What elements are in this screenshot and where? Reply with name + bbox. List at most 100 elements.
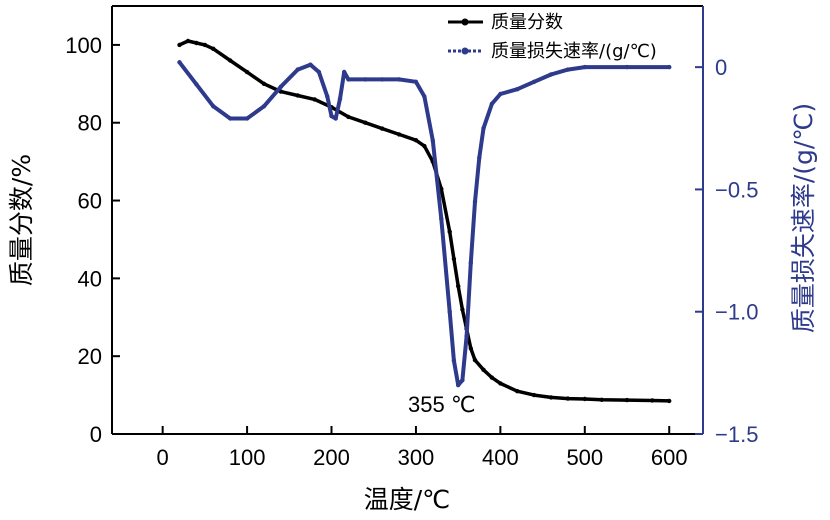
legend: 质量分数 质量损失速率/(g/℃) <box>448 12 657 62</box>
mass-loss-rate-point <box>548 72 554 77</box>
legend-rate-marker <box>461 47 469 55</box>
axes-frame <box>111 5 704 435</box>
mass-loss-rate-point <box>439 216 444 221</box>
right-axis-ticks: −1.5 −1.0 −0.5 0 <box>695 55 758 447</box>
mass-loss-rate-point <box>565 67 571 72</box>
mass-fraction-point <box>582 396 587 402</box>
mass-loss-rate-point <box>244 116 250 121</box>
mass-fraction-point <box>194 40 199 46</box>
mass-loss-rate-point <box>278 84 284 89</box>
legend-mass-label: 质量分数 <box>491 12 563 33</box>
mass-fraction-point <box>548 395 554 400</box>
y-right-tick-label: −1.5 <box>715 422 758 447</box>
y-right-tick-label: −1.0 <box>715 300 758 325</box>
mass-fraction-point <box>456 283 461 289</box>
right-axis-title: 质量损失速率/(g/℃) <box>789 103 818 333</box>
mass-fraction-point <box>202 42 208 48</box>
left-axis-ticks: 0 20 40 60 80 100 <box>65 33 120 447</box>
mass-fraction-point <box>624 397 630 403</box>
left-axis-title: 质量分数/% <box>7 154 36 286</box>
x-tick-label: 0 <box>157 445 169 470</box>
mass-loss-rate-point <box>261 104 267 109</box>
series-layer <box>177 38 672 404</box>
mass-loss-rate-point <box>582 64 587 70</box>
mass-fraction-point <box>460 307 465 312</box>
mass-loss-rate-point <box>481 126 486 131</box>
x-axis-title: 温度/℃ <box>364 485 451 514</box>
mass-loss-rate-point <box>531 79 537 85</box>
y-left-tick-label: 60 <box>78 189 102 214</box>
x-tick-label: 500 <box>566 445 603 470</box>
mass-loss-rate-point <box>413 79 419 85</box>
mass-fraction-point <box>244 69 250 75</box>
mass-loss-rate-point <box>472 199 478 204</box>
mass-fraction-point <box>363 120 368 125</box>
mass-loss-rate-point <box>456 382 461 388</box>
mass-loss-rate-point <box>447 309 452 314</box>
mass-fraction-point <box>211 46 216 51</box>
mass-loss-rate-point <box>228 116 233 121</box>
mass-fraction-point <box>380 126 385 131</box>
legend-mass-marker <box>461 18 469 26</box>
mass-loss-rate-point <box>325 94 330 99</box>
mass-fraction-point <box>565 396 571 401</box>
mass-loss-rate-point <box>177 60 182 65</box>
y-left-tick-label: 100 <box>65 33 102 58</box>
mass-fraction-point <box>650 398 655 403</box>
x-tick-label: 300 <box>398 445 435 470</box>
mass-loss-rate-point <box>396 77 402 82</box>
mass-loss-rate-point <box>316 69 322 75</box>
mass-fraction-point <box>439 186 444 192</box>
mass-loss-rate-point <box>667 64 672 70</box>
mass-fraction-point <box>295 93 300 98</box>
mass-fraction-point <box>422 143 427 149</box>
mass-loss-rate-point <box>468 260 473 265</box>
x-tick-label: 100 <box>229 445 266 470</box>
mass-fraction-point <box>346 114 351 120</box>
y-left-tick-label: 80 <box>78 111 102 136</box>
x-tick-label: 200 <box>313 445 350 470</box>
mass-loss-rate-point <box>342 69 347 75</box>
mass-fraction-point <box>447 229 452 234</box>
x-tick-label: 400 <box>482 445 519 470</box>
mass-fraction-point <box>498 381 503 386</box>
mass-loss-rate-series-line <box>177 60 672 388</box>
mass-fraction-point <box>489 375 495 380</box>
mass-loss-rate-point <box>333 116 338 121</box>
mass-loss-rate-point <box>624 64 630 70</box>
legend-rate-label: 质量损失速率/(g/℃) <box>491 41 657 62</box>
mass-loss-rate-point <box>489 101 495 107</box>
mass-loss-rate-point <box>211 104 216 109</box>
y-right-tick-label: 0 <box>715 55 727 80</box>
mass-loss-rate-point <box>498 91 503 97</box>
annotation-peak-label: 355 ℃ <box>408 392 476 417</box>
mass-fraction-point <box>177 42 182 48</box>
mass-fraction-point <box>396 132 402 137</box>
mass-fraction-point <box>531 392 537 398</box>
y-left-tick-label: 20 <box>78 344 102 369</box>
x-axis-ticks: 0 100 200 300 400 500 600 <box>157 426 688 470</box>
mass-loss-rate-point <box>460 378 465 383</box>
y-left-tick-label: 40 <box>78 266 102 291</box>
y-left-tick-label: 0 <box>90 422 102 447</box>
y-right-tick-label: −0.5 <box>715 177 758 202</box>
mass-loss-rate-point <box>477 155 482 160</box>
mass-fraction-point <box>599 397 604 402</box>
mass-loss-rate-point <box>308 62 313 67</box>
x-tick-label: 600 <box>651 445 688 470</box>
mass-fraction-point <box>413 138 419 143</box>
mass-loss-rate-point <box>451 358 457 363</box>
mass-loss-rate-point <box>515 87 520 92</box>
mass-fraction-point <box>472 357 478 363</box>
mass-loss-rate-point <box>422 94 427 99</box>
mass-fraction-point <box>312 97 317 102</box>
mass-fraction-point <box>515 389 520 394</box>
mass-fraction-point <box>185 38 191 44</box>
mass-fraction-point <box>667 398 672 404</box>
mass-loss-rate-point <box>363 77 368 82</box>
mass-loss-rate-point <box>194 82 199 87</box>
mass-fraction-point <box>261 81 267 87</box>
mass-loss-rate-point <box>337 96 343 102</box>
mass-loss-rate-point <box>464 334 469 339</box>
